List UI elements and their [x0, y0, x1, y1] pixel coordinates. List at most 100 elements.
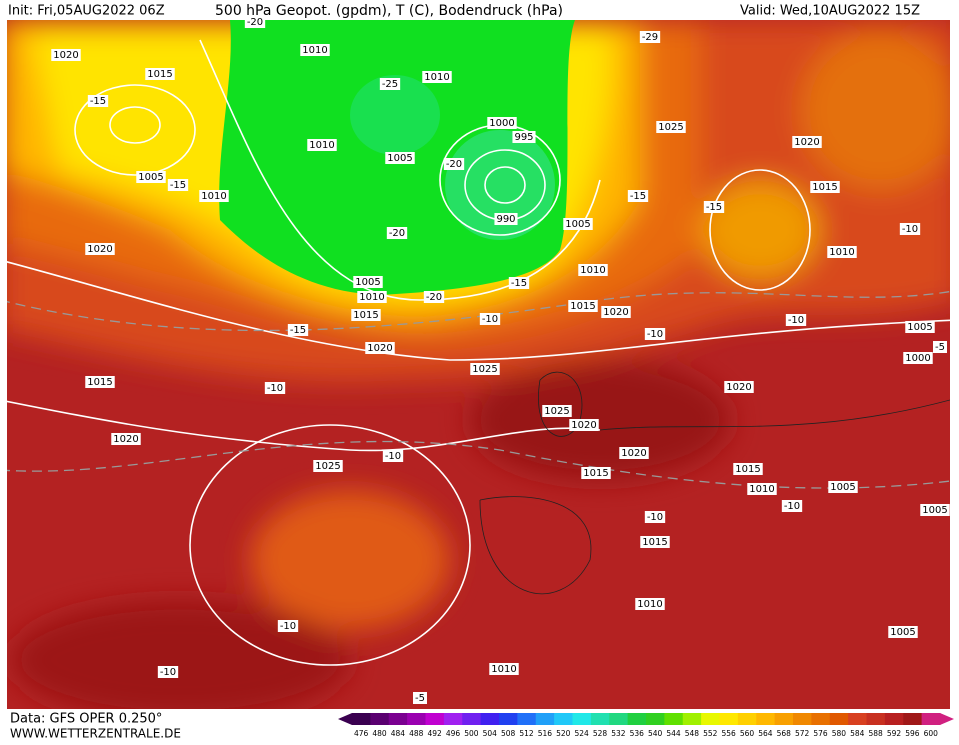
colorbar-label: 548	[685, 729, 700, 738]
label-box	[51, 49, 81, 61]
colorbar-label: 528	[593, 729, 608, 738]
contour-label: -5	[935, 342, 945, 353]
label-box	[470, 363, 500, 375]
colorbar-cell	[866, 713, 886, 725]
label-box	[601, 306, 631, 318]
label-box	[379, 78, 401, 90]
colorbar-label: 536	[630, 729, 645, 738]
colorbar-cell	[590, 713, 610, 725]
contour-label: 1020	[603, 307, 628, 318]
colorbar-label: 556	[722, 729, 737, 738]
label-box	[111, 433, 141, 445]
contour-label: 1005	[355, 277, 380, 288]
label-box	[639, 31, 661, 43]
colorbar-cell	[572, 713, 592, 725]
contour-label: 1005	[907, 322, 932, 333]
colorbar-label: 596	[905, 729, 920, 738]
label-box	[792, 136, 822, 148]
colorbar-cell	[388, 713, 408, 725]
init-time: Init: Fri,05AUG2022 06Z	[8, 4, 165, 19]
label-box	[494, 213, 518, 225]
label-box	[413, 692, 427, 704]
contour-label: -15	[706, 202, 722, 213]
contour-label: -10	[788, 315, 804, 326]
colorbar-label: 476	[354, 729, 369, 738]
contour-label: 1025	[544, 406, 569, 417]
website: WWW.WETTERZENTRALE.DE	[10, 727, 181, 741]
label-box	[479, 313, 501, 325]
colorbar-label: 496	[446, 729, 461, 738]
label-box	[635, 598, 665, 610]
contour-label: 1010	[580, 265, 605, 276]
colorbar-label: 516	[538, 729, 553, 738]
colorbar-label: 576	[813, 729, 828, 738]
colorbar-label: 564	[758, 729, 773, 738]
contour-label: -20	[247, 17, 263, 28]
label-box	[578, 264, 608, 276]
colorbar-label: 588	[869, 729, 884, 738]
colorbar-cell	[443, 713, 463, 725]
valid-time: Valid: Wed,10AUG2022 15Z	[740, 4, 920, 19]
label-box	[277, 620, 299, 632]
contour-label: 1010	[749, 484, 774, 495]
colorbar-cell	[884, 713, 904, 725]
colorbar-cell	[664, 713, 684, 725]
contour-label: -15	[90, 96, 106, 107]
contour-label: -10	[647, 512, 663, 523]
label-box	[581, 467, 611, 479]
colorbar-cell	[774, 713, 794, 725]
label-box	[313, 460, 343, 472]
map	[7, 20, 950, 709]
colorbar-cell	[480, 713, 500, 725]
contour-label: 1010	[491, 664, 516, 675]
isobars	[7, 39, 950, 666]
contour-label: 1015	[570, 301, 595, 312]
label-box	[724, 381, 754, 393]
colorbar-cell	[554, 713, 573, 725]
colorbar-label: 544	[666, 729, 681, 738]
contour-label: 1010	[829, 247, 854, 258]
colorbar-label: 552	[703, 729, 718, 738]
contour-label: 1020	[621, 448, 646, 459]
label-box	[264, 382, 286, 394]
title: 500 hPa Geopot. (gpdm), T (C), Bodendruc…	[215, 3, 563, 19]
contour-label: 1015	[583, 468, 608, 479]
colorbar-cell	[719, 713, 739, 725]
colorbar-cell	[535, 713, 555, 725]
label-box	[512, 131, 536, 143]
contour-label: 1015	[735, 464, 760, 475]
label-box	[357, 291, 387, 303]
contour-label: 1005	[890, 627, 915, 638]
label-box	[903, 352, 933, 364]
contour-label: 1005	[922, 505, 947, 516]
contour-label: -20	[389, 228, 405, 239]
colorbar-cell	[609, 713, 629, 725]
contour-label: -25	[382, 79, 398, 90]
colorbar-cell	[903, 713, 923, 725]
colorbar-cell	[737, 713, 757, 725]
contour-label: -5	[415, 693, 425, 704]
colorbar-label: 600	[924, 729, 939, 738]
colorbar-cell	[425, 713, 445, 725]
contour-label: -15	[290, 325, 306, 336]
label-box	[87, 95, 109, 107]
label-box	[365, 342, 395, 354]
label-box	[167, 179, 189, 191]
contour-label: 1020	[794, 137, 819, 148]
contour-label: 990	[496, 214, 515, 225]
contour-label: 1005	[387, 153, 412, 164]
contour-label: 1025	[472, 364, 497, 375]
label-box	[145, 68, 175, 80]
label-box	[827, 246, 857, 258]
colorbar: 476 480 484 488 492 496 500 504 508 512 516 520 524 5…	[338, 713, 954, 738]
contour-label: -10	[280, 621, 296, 632]
contour-label: -10	[482, 314, 498, 325]
label-box	[351, 309, 381, 321]
colorbar-cell	[756, 713, 776, 725]
label-box	[353, 276, 383, 288]
contour-label: 1005	[565, 219, 590, 230]
label-box	[85, 243, 115, 255]
label-box	[644, 328, 666, 340]
label-box	[300, 44, 330, 56]
